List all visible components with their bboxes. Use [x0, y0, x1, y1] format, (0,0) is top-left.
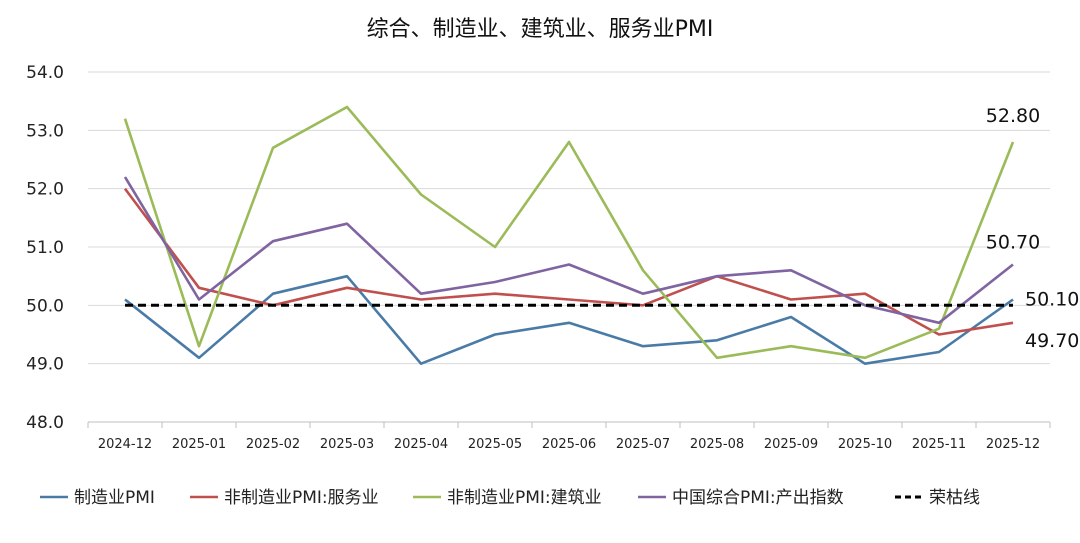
legend-label: 中国综合PMI:产出指数: [672, 488, 844, 508]
legend-label: 荣枯线: [929, 488, 980, 508]
x-tick-label: 2025-12: [986, 437, 1040, 452]
x-tick-label: 2025-08: [690, 437, 744, 452]
legend: 制造业PMI 非制造业PMI:服务业 非制造业PMI:建筑业 中国综合PMI:产出指数…: [40, 488, 980, 508]
data-label: 49.70: [1025, 330, 1079, 352]
legend-label: 非制造业PMI:建筑业: [447, 488, 602, 508]
y-tick-label: 49.0: [26, 355, 64, 375]
legend-label: 制造业PMI: [74, 488, 155, 508]
x-tick-label: 2025-03: [320, 437, 374, 452]
x-tick-label: 2025-04: [394, 437, 448, 452]
x-tick-label: 2025-06: [542, 437, 596, 452]
x-tick-label: 2025-07: [616, 437, 670, 452]
series-line-1: [123, 187, 1014, 336]
x-tick-label: 2025-01: [172, 437, 226, 452]
data-labels: 50.10 49.70 52.80 50.70: [986, 105, 1080, 352]
x-tick-label: 2025-02: [246, 437, 300, 452]
x-tick-label: 2025-10: [838, 437, 892, 452]
x-tick-label: 2025-05: [468, 437, 522, 452]
series-lines: [123, 105, 1015, 366]
y-tick-label: 50.0: [26, 296, 64, 316]
y-tick-label: 48.0: [26, 413, 64, 433]
x-tick-label: 2025-11: [912, 437, 966, 452]
chart-title: 综合、制造业、建筑业、服务业PMI: [367, 17, 714, 42]
y-tick-label: 53.0: [26, 121, 64, 141]
y-tick-label: 51.0: [26, 238, 64, 258]
gridlines: [88, 71, 1050, 423]
data-label: 50.10: [1025, 289, 1079, 311]
x-tick-label: 2024-12: [98, 437, 152, 452]
legend-label: 非制造业PMI:服务业: [224, 488, 379, 508]
data-label: 50.70: [986, 232, 1040, 254]
x-tick-label: 2025-09: [764, 437, 818, 452]
axes: 54.0 53.0 52.0 51.0 50.0 49.0 48.0 2024-12 2025-…: [26, 63, 1051, 452]
series-line-3: [123, 176, 1014, 325]
series-line-2: [123, 105, 1015, 360]
series-line-0: [124, 274, 1014, 366]
y-tick-label: 54.0: [26, 63, 64, 83]
data-label: 52.80: [986, 105, 1040, 127]
y-tick-label: 52.0: [26, 180, 64, 200]
